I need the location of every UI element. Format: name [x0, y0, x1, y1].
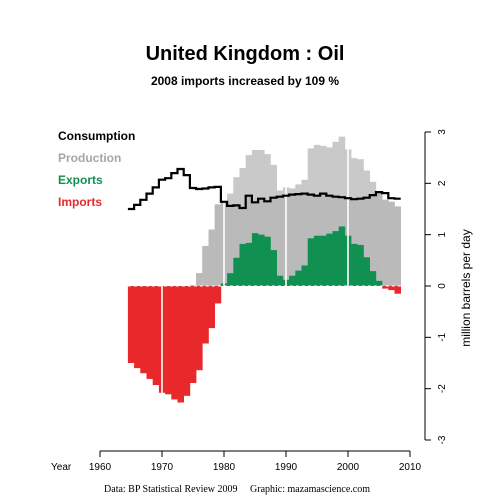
exports-bar: [264, 236, 271, 286]
production-consumed-bar: [189, 284, 197, 286]
imports-bar: [165, 286, 172, 395]
exports-bar: [301, 265, 308, 286]
production-consumed-bar: [388, 201, 395, 286]
x-tick-label: 2000: [337, 462, 360, 473]
x-tick-label: 2010: [399, 462, 422, 473]
y-tick-label: -2: [437, 384, 448, 393]
imports-bar: [152, 286, 160, 386]
x-tick-label: 1980: [213, 462, 236, 473]
imports-bar: [394, 286, 401, 294]
production-consumed-bar: [270, 197, 277, 286]
exports-bar: [270, 250, 277, 286]
exports-bar: [363, 257, 370, 286]
consumption-line: [127, 167, 401, 211]
imports-bar: [208, 286, 215, 329]
exports-bar: [258, 234, 265, 286]
imports-bar: [134, 286, 141, 369]
x-tick-label: 1990: [275, 462, 298, 473]
imports-bar: [189, 286, 197, 384]
imports-bar: [388, 286, 395, 291]
x-tick-label: 1960: [89, 462, 112, 473]
exports-bar: [326, 233, 333, 286]
imports-bar: [171, 286, 178, 400]
production-consumed-bar: [394, 206, 401, 286]
exports-bar: [369, 271, 377, 286]
production-consumed-bar: [351, 199, 358, 286]
exports-bar: [351, 243, 358, 286]
y-axis-label: million barrels per day: [459, 229, 473, 346]
exports-bar: [332, 231, 339, 286]
exports-bar: [320, 235, 327, 286]
exports-bar: [227, 273, 234, 286]
x-axis: 1960 1970 1980 1990 2000 2010: [89, 450, 422, 473]
production-consumed-bar: [295, 194, 302, 286]
exports-bar: [239, 243, 246, 286]
imports-bar: [214, 286, 222, 304]
imports-bar: [196, 286, 203, 371]
y-tick-label: 1: [437, 231, 448, 237]
exports-bar: [295, 270, 302, 286]
production-consumed-bar: [301, 193, 308, 286]
production-consumed-bar: [289, 194, 296, 286]
production-consumed-bar: [233, 205, 240, 286]
imports-bar: [382, 286, 389, 289]
exports-bar: [276, 275, 284, 286]
y-axis: -3 -2 -1 0 1 2 3: [424, 129, 448, 444]
production-consumed-bar: [382, 199, 389, 286]
exports-bar: [289, 275, 296, 286]
production-consumed-bar: [375, 193, 383, 286]
production-consumed-bar: [208, 229, 215, 286]
exports-bar: [357, 244, 364, 286]
production-consumed-bar: [363, 197, 370, 286]
production-consumed-bar: [276, 196, 284, 286]
y-tick-label: -1: [437, 332, 448, 341]
exports-bar: [307, 238, 315, 286]
plot-area: [127, 136, 404, 420]
exports-bar: [313, 235, 321, 286]
imports-bar: [127, 286, 135, 363]
imports-bar: [183, 286, 191, 396]
imports-bar: [202, 286, 209, 344]
x-tick-label: 1970: [151, 462, 174, 473]
y-tick-label: 3: [437, 129, 448, 135]
y-tick-label: 2: [437, 180, 448, 186]
legend-entry-exports: Exports: [58, 173, 103, 187]
y-tick-label: -3: [437, 435, 448, 444]
production-consumed-bar: [214, 204, 222, 286]
production-consumed-bar: [357, 198, 364, 286]
production-consumed-bar: [202, 245, 209, 286]
legend-entry-consumption: Consumption: [58, 129, 135, 143]
source-note: Data: BP Statistical Review 2009 Graphic…: [104, 484, 370, 495]
imports-bar: [177, 286, 184, 403]
imports-bar: [146, 286, 153, 379]
production-consumed-bar: [227, 205, 234, 286]
legend: Consumption Production Exports Imports: [58, 129, 135, 209]
legend-entry-imports: Imports: [58, 195, 102, 209]
chart-subtitle: 2008 imports increased by 109 %: [151, 74, 339, 88]
x-axis-label: Year: [51, 462, 72, 473]
chart-title: United Kingdom : Oil: [146, 43, 345, 65]
exports-bar: [245, 242, 253, 286]
production-consumed-bar: [369, 195, 377, 286]
imports-bar: [140, 286, 147, 374]
exports-bar: [233, 257, 240, 286]
exports-bar: [375, 280, 383, 286]
y-tick-label: 0: [437, 283, 448, 289]
exports-bar: [338, 226, 346, 286]
exports-bar: [251, 233, 259, 286]
production-consumed-bar: [245, 195, 253, 286]
production-consumed-bar: [196, 273, 203, 286]
legend-entry-production: Production: [58, 151, 121, 165]
